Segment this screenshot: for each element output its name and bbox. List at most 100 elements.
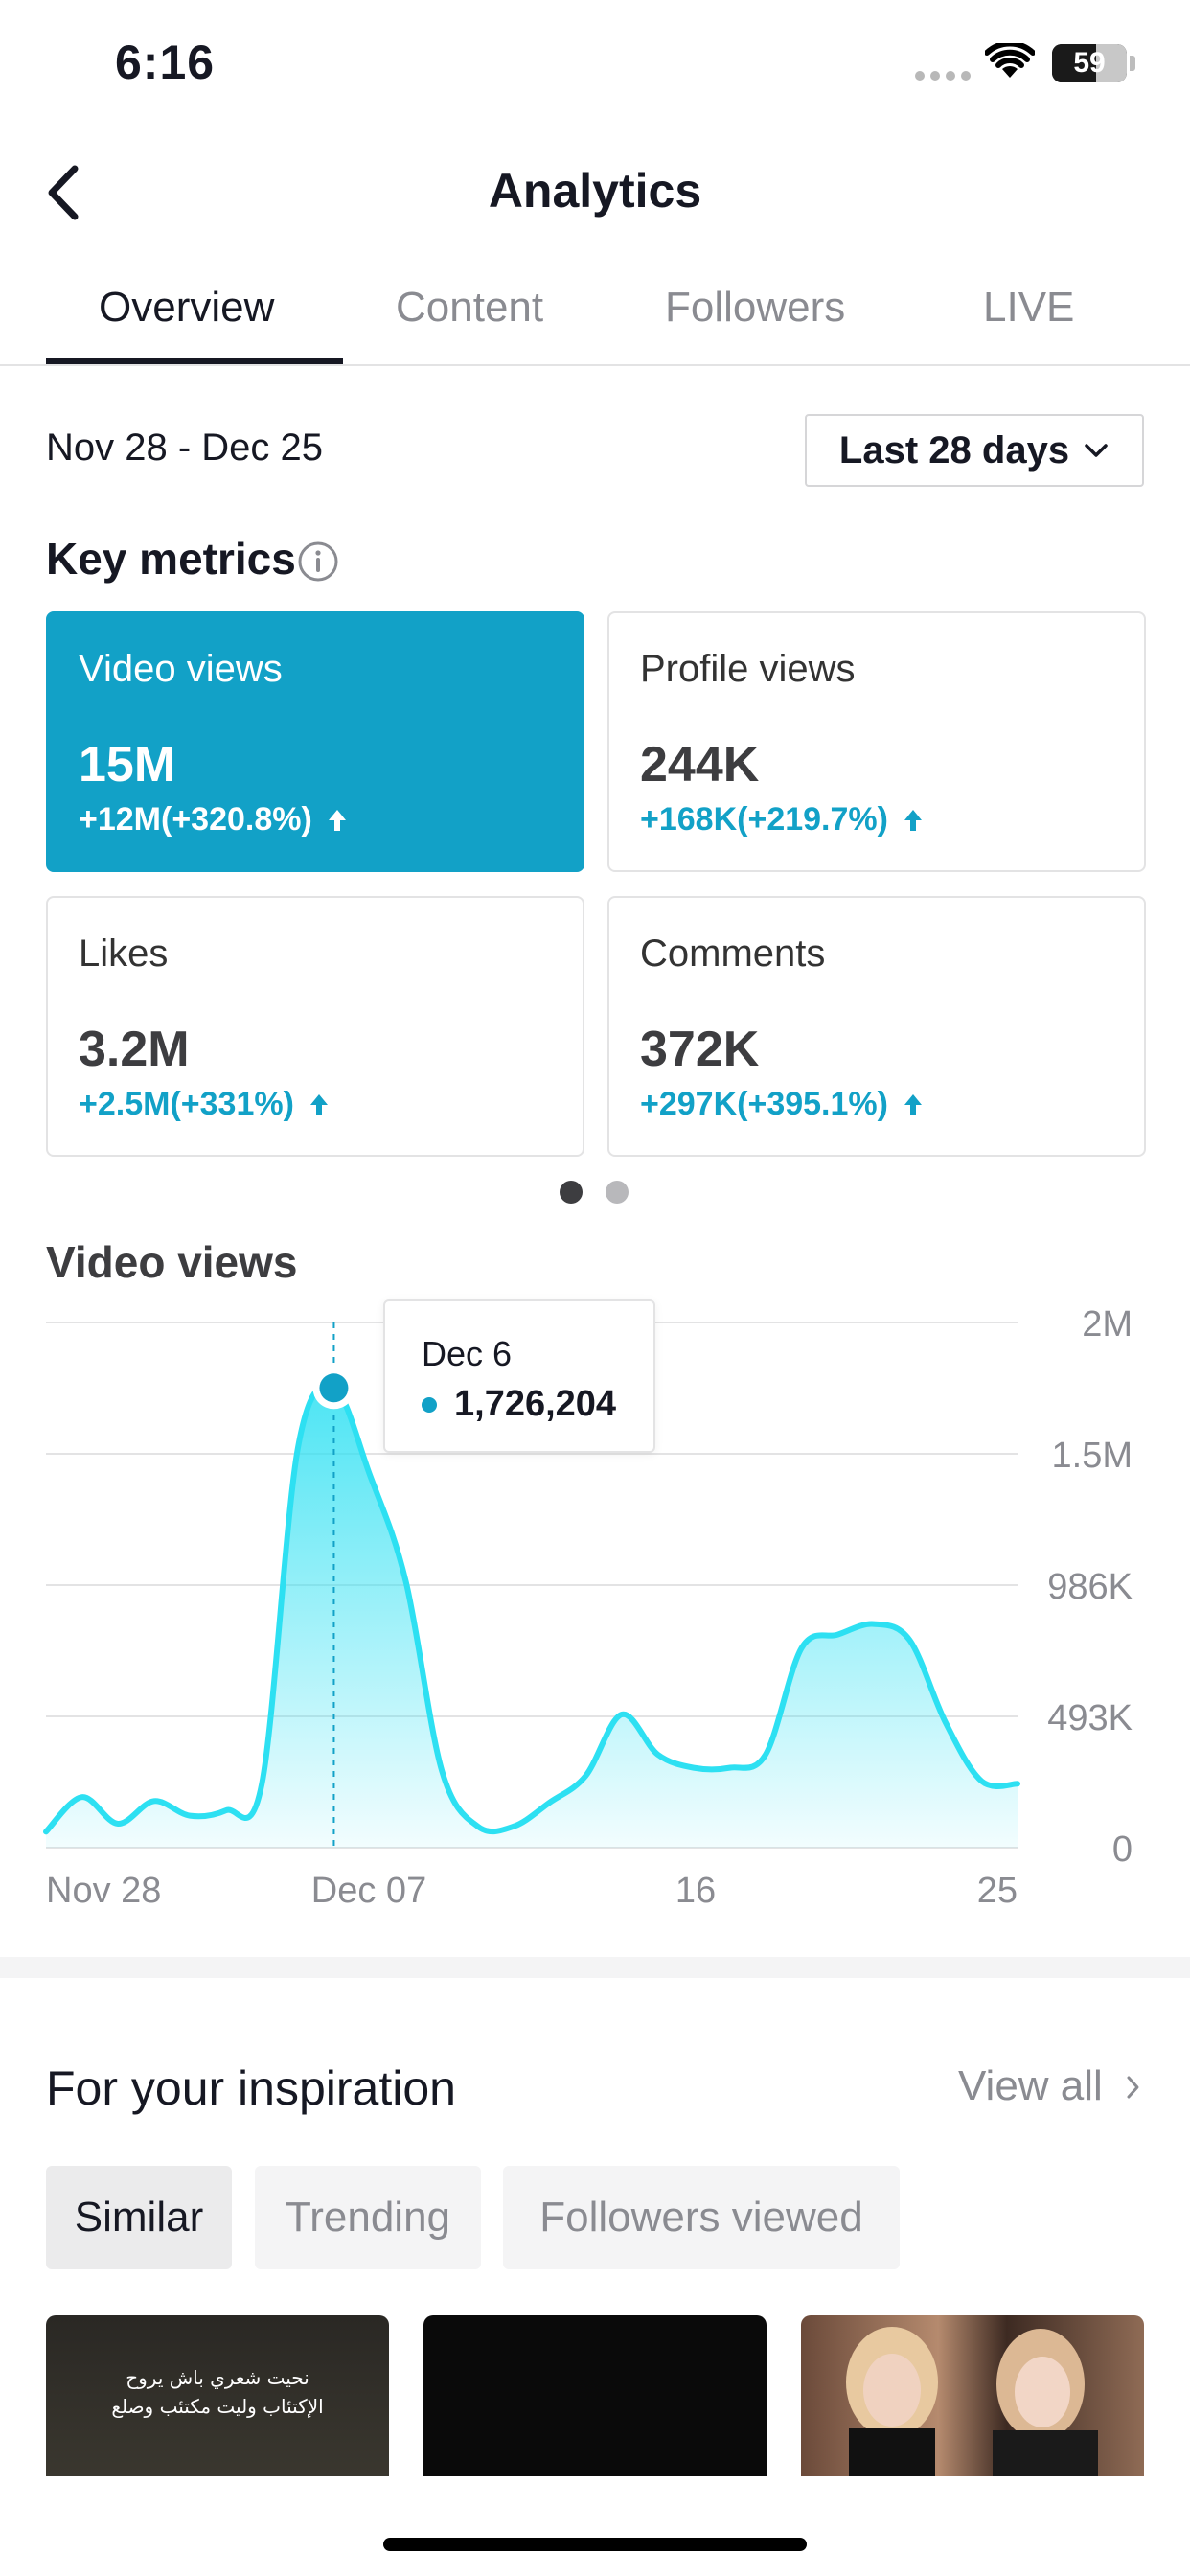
tab-overview[interactable]: Overview <box>99 284 275 331</box>
metrics-pager[interactable] <box>560 1181 629 1204</box>
back-button[interactable] <box>36 159 94 226</box>
chart-area <box>46 1386 1018 1848</box>
chart-x-tick-label: 16 <box>675 1871 716 1911</box>
metric-card-profile-views[interactable]: Profile views 244K +168K(+219.7%) <box>607 611 1146 872</box>
metric-change-text: +12M(+320.8%) <box>79 801 312 838</box>
date-range: Nov 28 - Dec 25 <box>46 426 324 469</box>
tab-active-indicator <box>46 358 343 364</box>
metric-label: Likes <box>79 932 169 975</box>
chart-data-point[interactable] <box>835 1632 840 1638</box>
view-all-label: View all <box>958 2062 1103 2109</box>
thumbnail-caption-line: نحيت شعري باش يروح <box>126 2366 309 2389</box>
chart-data-point[interactable] <box>511 1824 516 1829</box>
chart-data-point[interactable] <box>187 1813 193 1819</box>
metric-change-text: +2.5M(+331%) <box>79 1086 294 1122</box>
status-time: 6:16 <box>115 35 216 89</box>
period-select[interactable]: Last 28 days <box>805 414 1144 487</box>
chart-data-point[interactable] <box>547 1800 553 1806</box>
header: Analytics <box>0 134 1190 249</box>
inspiration-title: For your inspiration <box>46 2061 456 2115</box>
chart-data-point[interactable] <box>43 1828 49 1834</box>
video-thumbnail[interactable] <box>801 2315 1144 2476</box>
chart-x-tick-label: Nov 28 <box>46 1871 161 1911</box>
chart-y-tick-label: 1.5M <box>1052 1436 1133 1476</box>
metric-change: +168K(+219.7%) <box>640 801 924 839</box>
chart-data-point[interactable] <box>439 1767 445 1773</box>
tab-live[interactable]: LIVE <box>983 284 1075 331</box>
arrow-up-icon <box>329 810 347 831</box>
chart-data-point[interactable] <box>151 1798 157 1804</box>
chart-data-point[interactable] <box>223 1807 229 1813</box>
chart-data-point[interactable] <box>943 1719 949 1725</box>
period-select-value: Last 28 days <box>838 428 1070 472</box>
home-indicator <box>383 2538 807 2551</box>
chart-data-point[interactable] <box>871 1622 877 1627</box>
arrow-up-icon <box>904 1094 923 1116</box>
metric-change: +297K(+395.1%) <box>640 1086 924 1123</box>
chart-data-point[interactable] <box>978 1779 984 1784</box>
arrow-up-icon <box>904 810 923 831</box>
chip-followers-viewed[interactable]: Followers viewed <box>503 2166 900 2269</box>
video-thumbnail[interactable]: نحيت شعري باش يروح الإكتئاب وليت مكتئب و… <box>46 2315 389 2476</box>
battery-level: 59 <box>1073 47 1106 79</box>
cellular-signal-icon <box>915 71 971 80</box>
metric-value: 244K <box>640 737 760 793</box>
battery-tip <box>1130 56 1135 71</box>
page-title: Analytics <box>488 164 702 218</box>
pager-dot <box>606 1181 629 1204</box>
chart-data-point[interactable] <box>295 1445 301 1451</box>
tab-content[interactable]: Content <box>396 284 544 331</box>
info-icon[interactable] <box>297 540 339 583</box>
metric-value: 15M <box>79 737 176 793</box>
metric-card-video-views[interactable]: Video views 15M +12M(+320.8%) <box>46 611 584 872</box>
chip-trending[interactable]: Trending <box>255 2166 481 2269</box>
status-bar: 6:16 59 <box>0 0 1190 125</box>
chart-tooltip: Dec 6 1,726,204 <box>383 1300 655 1453</box>
chart-y-tick-label: 2M <box>1082 1304 1133 1345</box>
video-views-chart[interactable]: 0 493K 986K 1.5M 2M Nov 28 Dec 07 16 25 <box>0 1284 1190 1917</box>
chart-data-point[interactable] <box>1015 1781 1020 1786</box>
chart-data-point[interactable] <box>727 1765 733 1771</box>
thumbnail-caption: نحيت شعري باش يروح الإكتئاب وليت مكتئب و… <box>46 2363 389 2421</box>
chart-data-point[interactable] <box>80 1794 85 1800</box>
chart-data-point[interactable] <box>475 1824 481 1829</box>
chart-data-point[interactable] <box>115 1821 121 1827</box>
chart-x-tick-label: 25 <box>977 1871 1018 1911</box>
arrow-up-icon <box>310 1094 329 1116</box>
metric-card-comments[interactable]: Comments 372K +297K(+395.1%) <box>607 896 1146 1157</box>
pager-dot-active <box>560 1181 583 1204</box>
chevron-right-icon <box>1127 2076 1139 2099</box>
chart-data-point[interactable] <box>583 1773 588 1779</box>
chart-x-tick-label: Dec 07 <box>311 1871 426 1911</box>
chart-y-tick-label: 986K <box>1047 1567 1133 1607</box>
tab-followers[interactable]: Followers <box>665 284 846 331</box>
chart-data-point[interactable] <box>654 1752 660 1758</box>
video-thumbnail[interactable] <box>423 2315 767 2476</box>
metric-label: Video views <box>79 648 283 690</box>
view-all-link[interactable]: View all <box>958 2062 1143 2110</box>
metric-value: 372K <box>640 1022 760 1077</box>
chart-data-point[interactable] <box>799 1645 805 1651</box>
tooltip-value: 1,726,204 <box>454 1384 617 1424</box>
chart-data-point[interactable] <box>619 1712 625 1717</box>
metric-value: 3.2M <box>79 1022 190 1077</box>
chart-data-point[interactable] <box>691 1765 697 1771</box>
chart-data-point[interactable] <box>367 1472 373 1478</box>
chart-series-line <box>43 1383 1020 1835</box>
battery-icon: 59 <box>1052 44 1127 82</box>
chart-data-point[interactable] <box>259 1781 264 1786</box>
thumbnail-caption-line: الإكتئاب وليت مكتئب وصلع <box>111 2395 324 2418</box>
chip-similar[interactable]: Similar <box>46 2166 232 2269</box>
section-divider <box>0 1957 1190 1978</box>
chart-data-point[interactable] <box>763 1752 768 1758</box>
chart-highlight-point[interactable] <box>319 1373 349 1403</box>
metric-label: Comments <box>640 932 826 975</box>
key-metrics-title: Key metrics <box>46 534 296 584</box>
chart-data-point[interactable] <box>906 1637 912 1643</box>
metric-change-text: +297K(+395.1%) <box>640 1086 888 1122</box>
chart-data-point[interactable] <box>403 1578 409 1584</box>
chart-title: Video views <box>46 1237 298 1287</box>
tooltip-date: Dec 6 <box>422 1334 513 1373</box>
metric-change: +2.5M(+331%) <box>79 1086 330 1123</box>
metric-card-likes[interactable]: Likes 3.2M +2.5M(+331%) <box>46 896 584 1157</box>
